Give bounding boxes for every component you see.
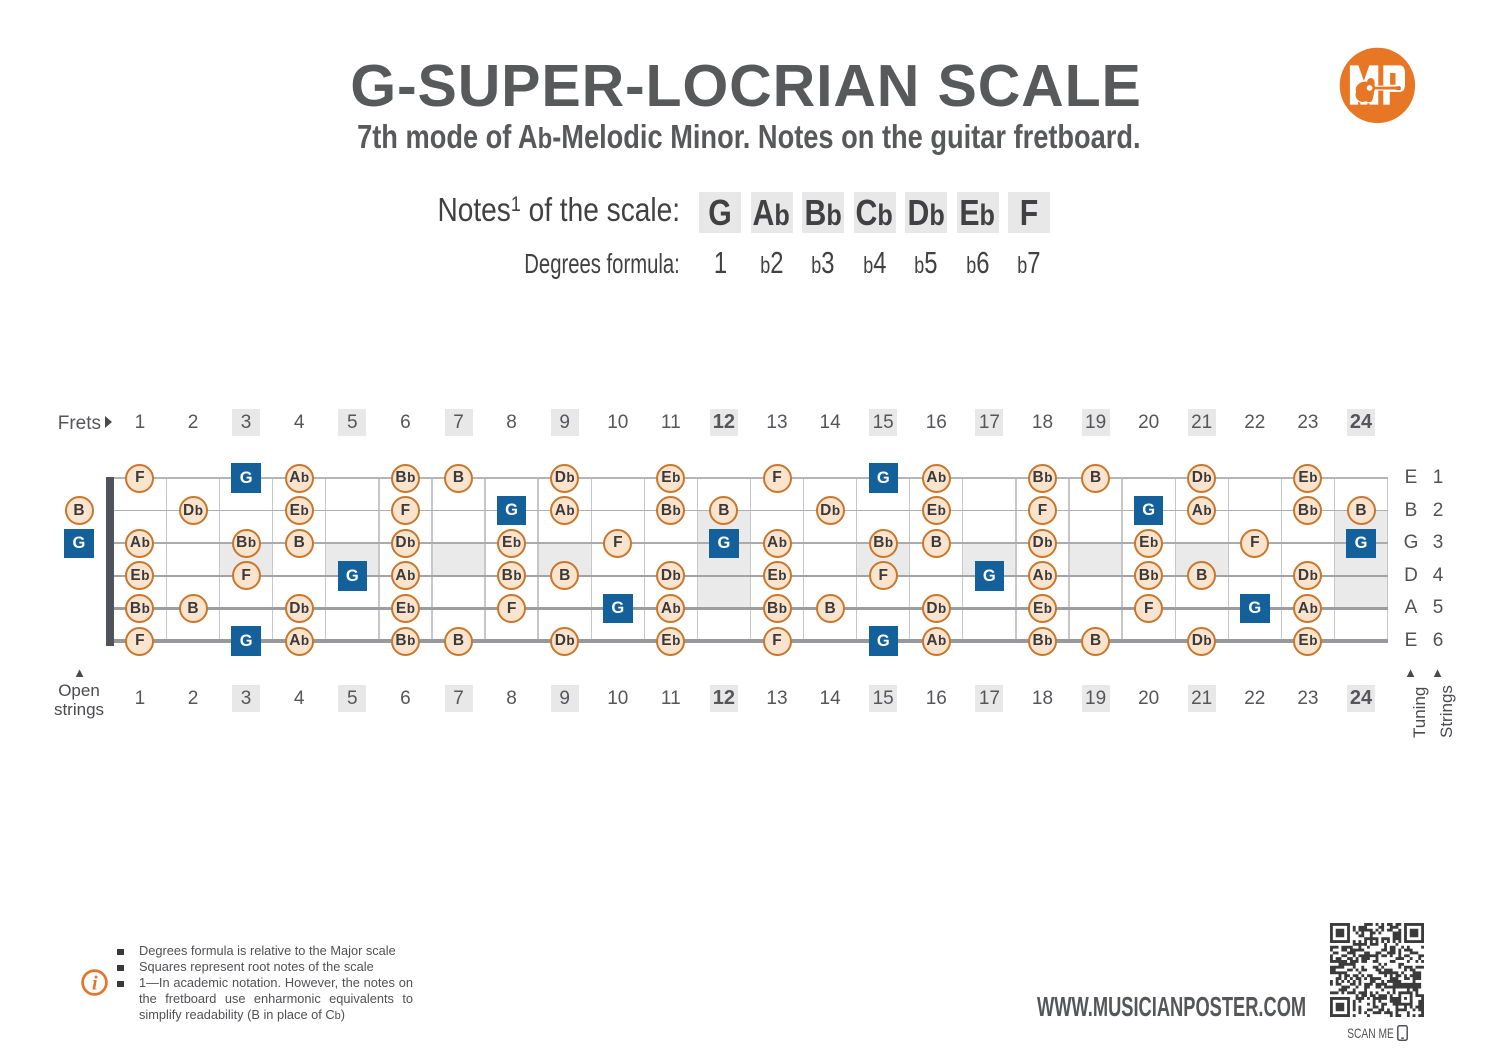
svg-text:i: i — [92, 973, 98, 995]
